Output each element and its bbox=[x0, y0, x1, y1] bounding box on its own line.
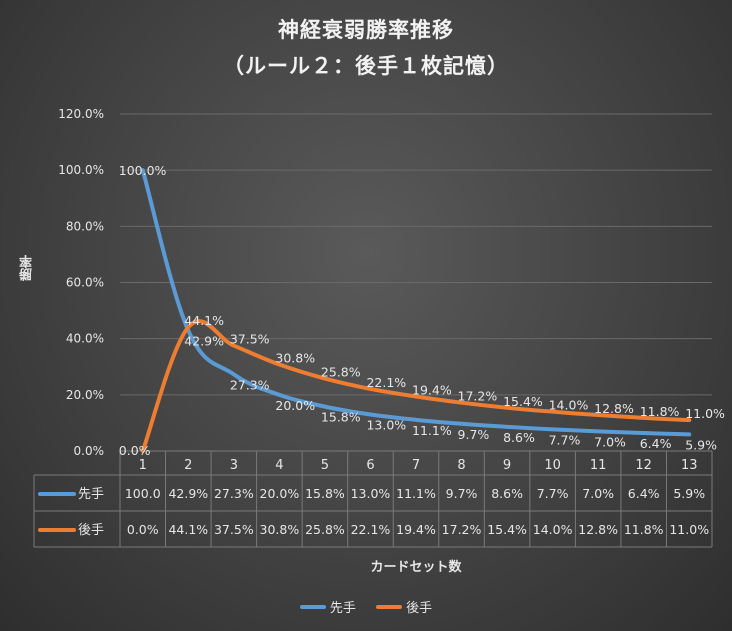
data-label-1-1: 44.1% bbox=[184, 313, 224, 328]
y-tick-label: 100.0% bbox=[58, 163, 104, 177]
x-tick-label: 4 bbox=[275, 458, 283, 473]
y-tick-label: 0.0% bbox=[74, 444, 105, 458]
data-label-0-7: 9.7% bbox=[458, 427, 490, 442]
x-tick-label: 11 bbox=[590, 458, 607, 473]
table-cell-0-0: 100.0 bbox=[125, 486, 161, 501]
table-cell-0-1: 42.9% bbox=[168, 486, 208, 501]
y-tick-label: 120.0% bbox=[58, 107, 104, 121]
x-tick-label: 8 bbox=[457, 458, 465, 473]
x-tick-label: 5 bbox=[321, 458, 329, 473]
x-axis-label: カードセット数 bbox=[370, 560, 462, 575]
data-label-1-12: 11.0% bbox=[685, 406, 725, 421]
table-cell-0-11: 6.4% bbox=[628, 486, 660, 501]
table-cell-1-10: 12.8% bbox=[578, 522, 618, 537]
legend: 先手 後手 bbox=[0, 597, 732, 616]
x-tick-label: 9 bbox=[503, 458, 511, 473]
chart-plot: 0.0%20.0%40.0%60.0%80.0%100.0%120.0%1 2 3 4… bbox=[33, 107, 725, 548]
table-cell-1-5: 22.1% bbox=[351, 522, 391, 537]
x-tick-label: 12 bbox=[635, 458, 652, 473]
x-tick-label: 7 bbox=[412, 458, 420, 473]
x-tick-label: 2 bbox=[184, 458, 192, 473]
data-label-0-9: 7.7% bbox=[549, 432, 581, 447]
x-tick-label: 6 bbox=[366, 458, 374, 473]
table-cell-0-2: 27.3% bbox=[214, 486, 254, 501]
data-label-0-8: 8.6% bbox=[503, 430, 535, 445]
data-label-0-5: 13.0% bbox=[366, 417, 406, 432]
table-cell-1-9: 14.0% bbox=[533, 522, 573, 537]
table-cell-1-0: 0.0% bbox=[127, 522, 159, 537]
table-cell-0-12: 5.9% bbox=[673, 486, 705, 501]
data-label-1-9: 14.0% bbox=[549, 398, 589, 413]
data-label-1-2: 37.5% bbox=[230, 332, 270, 347]
data-label-0-6: 11.1% bbox=[412, 423, 452, 438]
table-cell-1-1: 44.1% bbox=[168, 522, 208, 537]
data-label-1-10: 12.8% bbox=[594, 401, 634, 416]
series-line-0 bbox=[140, 168, 692, 437]
table-cell-0-8: 8.6% bbox=[491, 486, 523, 501]
chart-subtitle: （ルール２：後手１枚記憶） bbox=[223, 54, 509, 78]
y-tick-label: 80.0% bbox=[66, 219, 104, 233]
data-label-0-2: 27.3% bbox=[230, 377, 270, 392]
data-label-1-0: 0.0% bbox=[119, 443, 151, 458]
data-label-0-10: 7.0% bbox=[594, 434, 626, 449]
table-cell-1-2: 37.5% bbox=[214, 522, 254, 537]
table-cell-1-12: 11.0% bbox=[669, 522, 709, 537]
data-label-0-1: 42.9% bbox=[184, 334, 224, 349]
table-cell-0-3: 20.0% bbox=[260, 486, 300, 501]
table-row-label-1: 後手 bbox=[78, 523, 104, 538]
y-tick-label: 20.0% bbox=[66, 388, 104, 402]
table-cell-1-3: 30.8% bbox=[260, 522, 300, 537]
table-cell-1-4: 25.8% bbox=[305, 522, 345, 537]
legend-swatch-series-0 bbox=[299, 604, 326, 609]
data-label-1-8: 15.4% bbox=[503, 394, 543, 409]
data-label-1-11: 11.8% bbox=[640, 404, 680, 419]
legend-label-series-0: 先手 bbox=[329, 601, 356, 616]
legend-label-series-1: 後手 bbox=[406, 601, 433, 616]
data-label-1-4: 25.8% bbox=[321, 365, 361, 380]
data-label-0-0: 100.0% bbox=[119, 163, 167, 178]
x-tick-label: 1 bbox=[139, 458, 147, 473]
legend-swatch-series-1 bbox=[376, 604, 403, 609]
x-tick-label: 10 bbox=[544, 458, 561, 473]
table-cell-0-10: 7.0% bbox=[582, 486, 614, 501]
table-cell-0-5: 13.0% bbox=[351, 486, 391, 501]
x-tick-label: 3 bbox=[230, 458, 238, 473]
table-cell-0-4: 15.8% bbox=[305, 486, 345, 501]
table-cell-0-9: 7.7% bbox=[537, 486, 569, 501]
table-cell-1-6: 19.4% bbox=[396, 522, 436, 537]
x-tick-label: 13 bbox=[681, 458, 698, 473]
table-cell-1-7: 17.2% bbox=[442, 522, 482, 537]
data-label-1-5: 22.1% bbox=[366, 375, 406, 390]
data-label-0-12: 5.9% bbox=[685, 437, 717, 452]
table-cell-0-7: 9.7% bbox=[446, 486, 478, 501]
y-tick-label: 60.0% bbox=[66, 276, 104, 290]
table-row-label-0: 先手 bbox=[78, 487, 104, 502]
data-label-0-4: 15.8% bbox=[321, 410, 361, 425]
table-cell-0-6: 11.1% bbox=[396, 486, 436, 501]
data-label-1-6: 19.4% bbox=[412, 383, 452, 398]
series-line-1 bbox=[140, 319, 692, 453]
chart-title: 神経衰弱勝率推移 bbox=[278, 18, 454, 42]
table-cell-1-8: 15.4% bbox=[487, 522, 527, 537]
data-label-1-7: 17.2% bbox=[458, 389, 498, 404]
data-label-0-11: 6.4% bbox=[640, 436, 672, 451]
table-cell-1-11: 11.8% bbox=[624, 522, 664, 537]
legend-item-series-1: 後手 bbox=[376, 597, 432, 616]
legend-item-series-0: 先手 bbox=[299, 597, 356, 616]
y-tick-label: 40.0% bbox=[66, 332, 104, 346]
data-label-1-3: 30.8% bbox=[275, 351, 315, 366]
data-label-0-3: 20.0% bbox=[275, 398, 315, 413]
